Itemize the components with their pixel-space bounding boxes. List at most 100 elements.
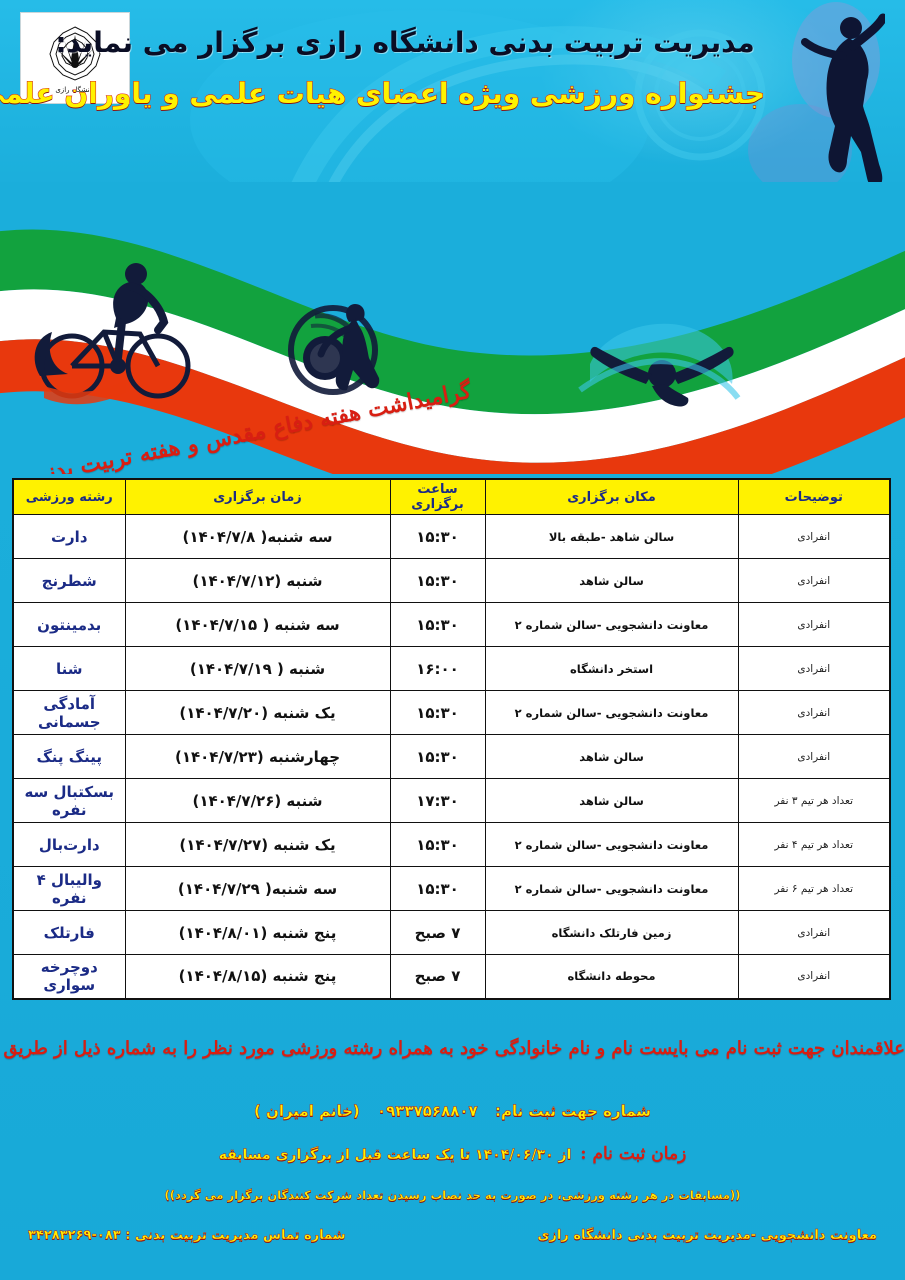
swimmer-icon — [578, 323, 741, 407]
deadline-value: از ۱۴۰۴/۰۶/۳۰ تا یک ساعت قبل از برگزاری … — [218, 1147, 572, 1163]
table-row: انفرادی زمین فارتلک دانشگاه ۷ صبح پنج شنبه … — [12, 910, 891, 955]
cell-sport: بسکتبال سه نفره — [12, 778, 126, 823]
phone-contact-name: (خانم امیران ) — [253, 1102, 360, 1120]
cell-time: ۱۵:۳۰ — [389, 558, 486, 603]
cell-time: ۱۵:۳۰ — [389, 514, 486, 559]
table-row: انفرادی محوطه دانشگاه ۷ صبح پنج شنبه (۱۴۰۴/… — [12, 954, 891, 999]
table-row: تعداد هر تیم ۳ نفر سالن شاهد ۱۷:۳۰ شنبه (۱۴… — [12, 778, 891, 823]
cell-sport: شنا — [12, 646, 126, 691]
phone-number[interactable]: ۰۹۳۳۷۵۶۸۸۰۷ — [377, 1102, 478, 1120]
header-titles: مدیریت تربیت بدنی دانشگاه رازی برگزار می… — [0, 24, 766, 113]
organization-line: معاونت دانشجویی -مدیریت تربیت بدنی دانشگ… — [537, 1228, 877, 1243]
cell-notes: انفرادی — [737, 646, 891, 691]
registration-deadline-line: زمان ثبت نام : از ۱۴۰۴/۰۶/۳۰ تا یک ساعت … — [0, 1144, 905, 1164]
cell-place: سالن شاهد — [484, 734, 739, 779]
contact-number[interactable]: ۰۸۳-۳۴۲۸۳۲۶۹ — [28, 1228, 121, 1243]
cell-date: چهارشنبه (۱۴۰۴/۷/۲۳) — [124, 734, 391, 779]
cell-time: ۱۵:۳۰ — [389, 822, 486, 867]
column-header-notes: توضیحات — [737, 478, 891, 515]
table-header-row: توضیحات مکان برگزاری ساعت برگزاری زمان ب… — [12, 478, 891, 515]
cell-notes: انفرادی — [737, 910, 891, 955]
cyclist-icon — [34, 263, 191, 405]
flag-wave-banner: گرامیداشت هفته دفاع مقدس و هفته تربیت بد… — [0, 182, 905, 474]
contact-row: معاونت دانشجویی -مدیریت تربیت بدنی دانشگ… — [0, 1228, 905, 1243]
cell-date: یک شنبه (۱۴۰۴/۷/۲۷) — [124, 822, 391, 867]
logo-caption: دانشگاه رازی — [55, 85, 95, 94]
cell-time: ۱۷:۳۰ — [389, 778, 486, 823]
cell-date: پنج شنبه (۱۴۰۴/۸/۰۱) — [124, 910, 391, 955]
cell-place: معاونت دانشجویی -سالن شماره ۲ — [484, 602, 739, 647]
condition-note: ((مسابقات در هر رشته ورزشی، در صورت به ح… — [164, 1188, 741, 1202]
cell-notes: انفرادی — [737, 558, 891, 603]
cell-place: استخر دانشگاه — [484, 646, 739, 691]
cell-sport: آمادگی جسمانی — [12, 690, 126, 735]
header-decoration — [0, 0, 905, 185]
cell-notes: انفرادی — [737, 514, 891, 559]
cell-notes: تعداد هر تیم ۶ نفر — [737, 866, 891, 911]
cell-sport: دوچرخه سواری — [12, 954, 126, 999]
cell-place: سالن شاهد -طبقه بالا — [484, 514, 739, 559]
cell-place: معاونت دانشجویی -سالن شماره ۲ — [484, 866, 739, 911]
cell-sport: فارتلک — [12, 910, 126, 955]
poster-title-line1: مدیریت تربیت بدنی دانشگاه رازی برگزار می… — [55, 26, 755, 59]
table-row: انفرادی معاونت دانشجویی -سالن شماره ۲ ۱۵:۳… — [12, 602, 891, 647]
cell-date: پنج شنبه (۱۴۰۴/۸/۱۵) — [124, 954, 391, 999]
table-row: انفرادی استخر دانشگاه ۱۶:۰۰ شنبه ( ۱۴۰۴/۷/۱… — [12, 646, 891, 691]
schedule-table: توضیحات مکان برگزاری ساعت برگزاری زمان ب… — [12, 478, 891, 1000]
cell-time: ۱۶:۰۰ — [389, 646, 486, 691]
cell-notes: انفرادی — [737, 954, 891, 999]
razi-university-logo: دانشگاه رازی — [20, 12, 130, 104]
cell-date: شنبه (۱۴۰۴/۷/۲۶) — [124, 778, 391, 823]
cell-notes: تعداد هر تیم ۳ نفر — [737, 778, 891, 823]
cell-place: سالن شاهد — [484, 778, 739, 823]
cell-sport: دارت — [12, 514, 126, 559]
cell-place: معاونت دانشجویی -سالن شماره ۲ — [484, 690, 739, 735]
poster-title-line2: جشنواره ورزشی ویژه اعضای هیات علمی و یاو… — [0, 76, 766, 110]
cell-sport: والیبال ۴ نفره — [12, 866, 126, 911]
cell-place: محوطه دانشگاه — [484, 954, 739, 999]
registration-instruction: علاقمندان جهت ثبت نام می بایست نام و نام… — [0, 1038, 905, 1059]
deadline-label: زمان ثبت نام : — [580, 1144, 687, 1164]
cell-time: ۱۵:۳۰ — [389, 690, 486, 735]
registration-phone-line: شماره جهت ثبت نام: ۰۹۳۳۷۵۶۸۸۰۷ (خانم امی… — [0, 1102, 905, 1120]
cell-place: سالن شاهد — [484, 558, 739, 603]
cell-sport: شطرنج — [12, 558, 126, 603]
cell-sport: دارت‌بال — [12, 822, 126, 867]
column-header-place: مکان برگزاری — [484, 478, 739, 515]
cell-date: سه شنبه ( ۱۴۰۴/۷/۱۵) — [124, 602, 391, 647]
soccer-player-icon — [288, 304, 380, 395]
cell-time: ۱۵:۳۰ — [389, 866, 486, 911]
cell-notes: انفرادی — [737, 690, 891, 735]
cell-date: یک شنبه (۱۴۰۴/۷/۲۰) — [124, 690, 391, 735]
contact-label: شماره تماس مدیریت تربیت بدنی : — [125, 1228, 346, 1243]
table-row: تعداد هر تیم ۶ نفر معاونت دانشجویی -سالن … — [12, 866, 891, 911]
table-row: تعداد هر تیم ۴ نفر معاونت دانشجویی -سالن … — [12, 822, 891, 867]
cell-date: سه شنبه( ۱۴۰۴/۷/۸) — [124, 514, 391, 559]
logo-emblem-icon — [49, 25, 101, 81]
poster-footer: علاقمندان جهت ثبت نام می بایست نام و نام… — [0, 1016, 905, 1280]
cell-sport: بدمینتون — [12, 602, 126, 647]
volleyball-player-icon — [801, 13, 885, 185]
cell-time: ۷ صبح — [389, 954, 486, 999]
iran-flag-wave-graphic — [0, 182, 905, 474]
cell-date: سه شنبه( ۱۴۰۴/۷/۲۹) — [124, 866, 391, 911]
table-row: انفرادی سالن شاهد ۱۵:۳۰ شنبه (۱۴۰۴/۷/۱۲) شطر… — [12, 558, 891, 603]
phone-label: شماره جهت ثبت نام: — [494, 1102, 652, 1120]
cell-place: زمین فارتلک دانشگاه — [484, 910, 739, 955]
cell-notes: انفرادی — [737, 734, 891, 779]
cell-time: ۱۵:۳۰ — [389, 734, 486, 779]
table-row: انفرادی سالن شاهد -طبقه بالا ۱۵:۳۰ سه شنبه(… — [12, 514, 891, 559]
contact-number-group: شماره تماس مدیریت تربیت بدنی : ۰۸۳-۳۴۲۸۳… — [28, 1228, 346, 1243]
table-row: انفرادی معاونت دانشجویی -سالن شماره ۲ ۱۵:۳… — [12, 690, 891, 735]
column-header-date: زمان برگزاری — [124, 478, 391, 515]
column-header-sport: رشته ورزشی — [12, 478, 126, 515]
cell-time: ۷ صبح — [389, 910, 486, 955]
cell-sport: پینگ پنگ — [12, 734, 126, 779]
cell-date: شنبه ( ۱۴۰۴/۷/۱۹) — [124, 646, 391, 691]
poster-header: دانشگاه رازی مدیریت تربیت بدنی دانشگاه ر… — [0, 0, 905, 185]
cell-notes: انفرادی — [737, 602, 891, 647]
table-row: انفرادی سالن شاهد ۱۵:۳۰ چهارشنبه (۱۴۰۴/۷/۲۳… — [12, 734, 891, 779]
cell-date: شنبه (۱۴۰۴/۷/۱۲) — [124, 558, 391, 603]
cell-time: ۱۵:۳۰ — [389, 602, 486, 647]
